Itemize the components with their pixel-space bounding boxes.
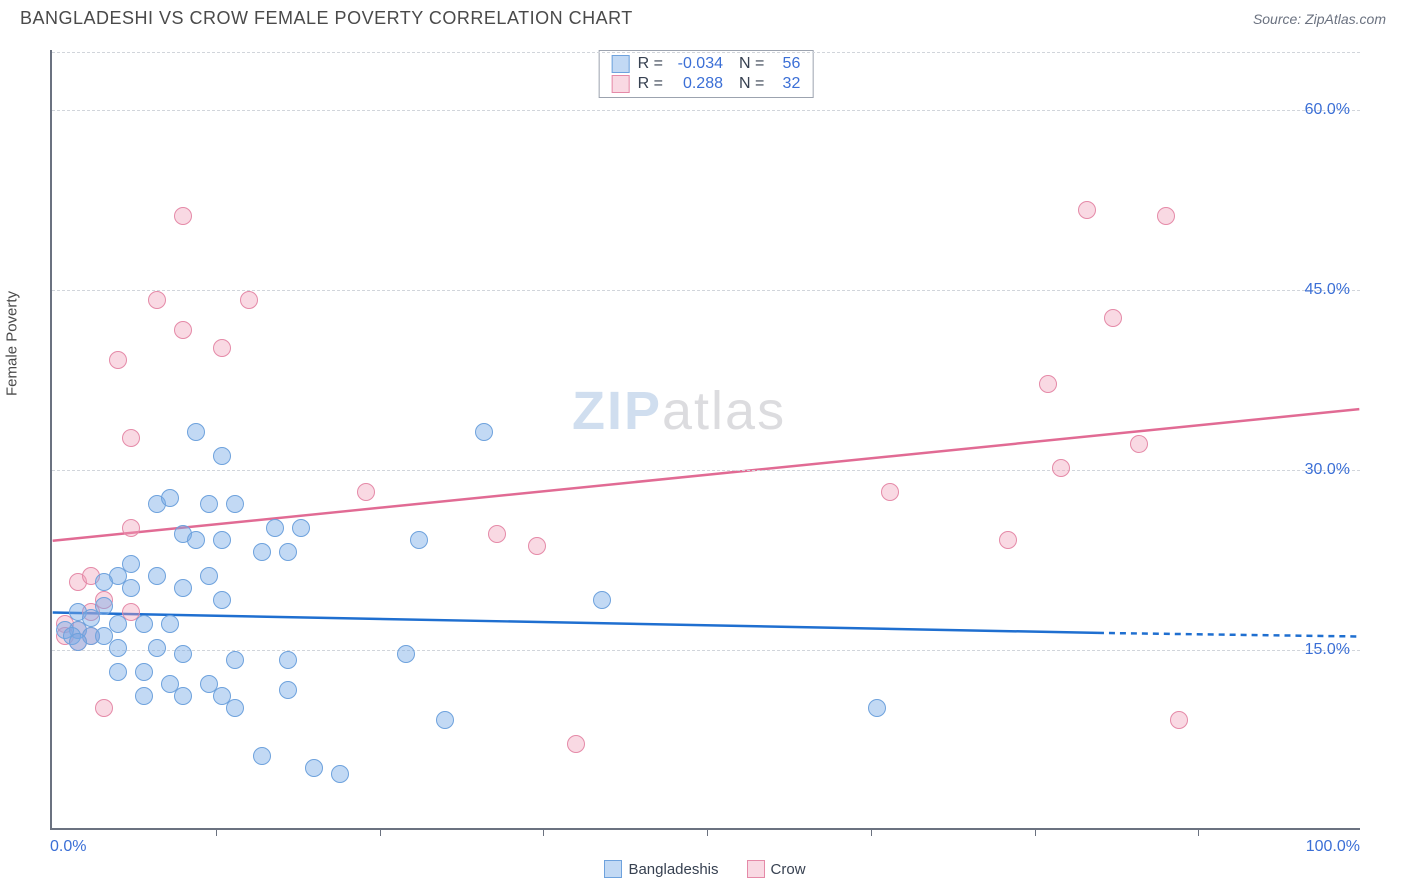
- series1-point: [226, 651, 244, 669]
- series1-point: [174, 645, 192, 663]
- series1-point: [135, 615, 153, 633]
- series1-point: [292, 519, 310, 537]
- x-max-label: 100.0%: [1306, 838, 1360, 856]
- series2-point: [1052, 459, 1070, 477]
- gridline: [52, 650, 1360, 651]
- series2-point: [1078, 201, 1096, 219]
- series1-point: [109, 663, 127, 681]
- series2-point: [1170, 711, 1188, 729]
- series1-point: [148, 639, 166, 657]
- series1-point: [253, 543, 271, 561]
- series1-point: [95, 573, 113, 591]
- series2-point: [1104, 309, 1122, 327]
- series2-point: [357, 483, 375, 501]
- stats-legend-box: R = -0.034 N = 56 R = 0.288 N = 32: [599, 50, 814, 98]
- x-tick: [543, 828, 544, 836]
- x-tick: [1198, 828, 1199, 836]
- series1-point: [253, 747, 271, 765]
- series1-point: [161, 615, 179, 633]
- series1-point: [135, 663, 153, 681]
- gridline: [52, 470, 1360, 471]
- series1-point: [213, 447, 231, 465]
- series1-point: [475, 423, 493, 441]
- series2-point: [122, 429, 140, 447]
- series2-point: [174, 321, 192, 339]
- x-tick: [1035, 828, 1036, 836]
- series1-point: [868, 699, 886, 717]
- y-tick-label: 60.0%: [1305, 101, 1350, 119]
- series2-swatch-icon: [747, 860, 765, 878]
- series1-point: [174, 687, 192, 705]
- series1-point: [266, 519, 284, 537]
- series2-point: [999, 531, 1017, 549]
- series1-point: [200, 495, 218, 513]
- series1-point: [410, 531, 428, 549]
- x-tick: [871, 828, 872, 836]
- y-axis-title: Female Poverty: [4, 291, 21, 396]
- series1-swatch-icon: [604, 860, 622, 878]
- chart-header: BANGLADESHI VS CROW FEMALE POVERTY CORRE…: [0, 0, 1406, 33]
- series2-point: [174, 207, 192, 225]
- series1-point: [213, 531, 231, 549]
- series2-point: [567, 735, 585, 753]
- series1-point: [122, 579, 140, 597]
- chart-title: BANGLADESHI VS CROW FEMALE POVERTY CORRE…: [20, 8, 633, 29]
- series1-point: [187, 531, 205, 549]
- series1-point: [593, 591, 611, 609]
- series2-point: [109, 351, 127, 369]
- x-axis-labels: 0.0% 100.0%: [50, 838, 1360, 856]
- chart-source: Source: ZipAtlas.com: [1253, 11, 1386, 27]
- series2-point: [528, 537, 546, 555]
- series2-point: [213, 339, 231, 357]
- series1-point: [397, 645, 415, 663]
- series1-point: [109, 639, 127, 657]
- trend-lines: [52, 50, 1360, 828]
- series2-point: [95, 699, 113, 717]
- gridline: [52, 110, 1360, 111]
- series1-point: [279, 651, 297, 669]
- x-tick: [380, 828, 381, 836]
- series1-point: [436, 711, 454, 729]
- x-min-label: 0.0%: [50, 838, 86, 856]
- bottom-legend: Bangladeshis Crow: [50, 860, 1360, 878]
- series1-point: [226, 699, 244, 717]
- series1-point: [331, 765, 349, 783]
- series2-point: [1039, 375, 1057, 393]
- x-tick: [707, 828, 708, 836]
- series1-point: [279, 543, 297, 561]
- series2-point: [148, 291, 166, 309]
- series2-point: [881, 483, 899, 501]
- series2-swatch: [612, 75, 630, 93]
- series1-point: [226, 495, 244, 513]
- stats-row-series2: R = 0.288 N = 32: [612, 75, 801, 93]
- x-tick: [216, 828, 217, 836]
- scatter-plot-area: ZIPatlas R = -0.034 N = 56 R = 0.288 N =…: [50, 50, 1360, 830]
- stats-row-series1: R = -0.034 N = 56: [612, 55, 801, 73]
- series1-point: [135, 687, 153, 705]
- legend-item-series1: Bangladeshis: [604, 860, 718, 878]
- series1-point: [148, 567, 166, 585]
- series2-point: [1157, 207, 1175, 225]
- series1-point: [213, 591, 231, 609]
- series1-point: [174, 579, 192, 597]
- legend-item-series2: Crow: [747, 860, 806, 878]
- series1-point: [187, 423, 205, 441]
- series2-point: [240, 291, 258, 309]
- series1-point: [69, 633, 87, 651]
- series1-point: [200, 567, 218, 585]
- y-tick-label: 45.0%: [1305, 281, 1350, 299]
- y-tick-label: 30.0%: [1305, 461, 1350, 479]
- series1-point: [161, 489, 179, 507]
- series2-point: [488, 525, 506, 543]
- series2-point: [122, 519, 140, 537]
- y-tick-label: 15.0%: [1305, 641, 1350, 659]
- series1-point: [305, 759, 323, 777]
- series1-point: [279, 681, 297, 699]
- series2-point: [1130, 435, 1148, 453]
- series1-swatch: [612, 55, 630, 73]
